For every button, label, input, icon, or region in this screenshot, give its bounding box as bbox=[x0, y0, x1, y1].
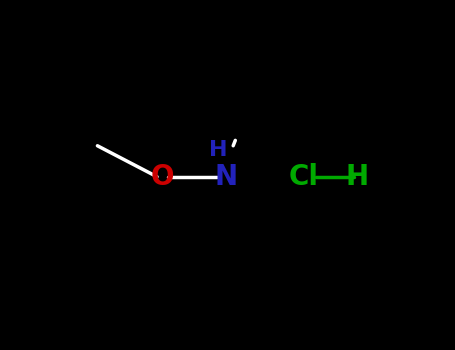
Text: Cl: Cl bbox=[289, 163, 318, 191]
Text: N: N bbox=[215, 163, 238, 191]
Text: H: H bbox=[209, 140, 228, 160]
Text: O: O bbox=[151, 163, 174, 191]
Text: H: H bbox=[345, 163, 368, 191]
